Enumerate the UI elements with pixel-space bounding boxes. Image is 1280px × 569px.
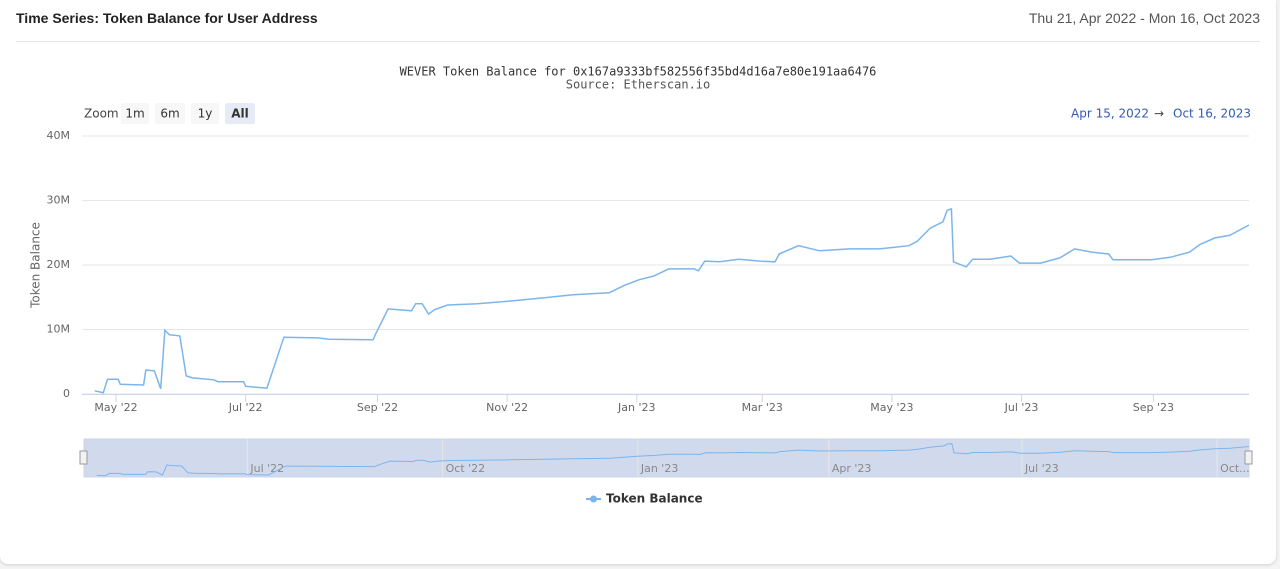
- x-tick-label: Mar '23: [742, 401, 783, 414]
- zoom-button-label[interactable]: 6m: [160, 107, 179, 121]
- y-tick-label: 10M: [47, 323, 71, 336]
- x-tick-label: Jul '23: [1004, 401, 1039, 414]
- zoom-button[interactable]: [191, 103, 219, 124]
- chart-subtitle: Source: Etherscan.io: [566, 78, 711, 92]
- x-tick-label: May '23: [870, 401, 913, 414]
- navigator-handle[interactable]: [79, 450, 88, 465]
- date-range: Thu 21, Apr 2022 - Mon 16, Oct 2023: [1028, 10, 1260, 26]
- legend-marker: [590, 495, 597, 503]
- x-tick-label: Jan '23: [617, 401, 655, 414]
- range-separator: →: [1154, 107, 1164, 121]
- navigator-tick-label: Oct...: [1220, 462, 1250, 475]
- series-line: [94, 207, 1250, 394]
- navigator-line: [96, 443, 1250, 477]
- chart-title: WEVER Token Balance for 0x167a9333bf5825…: [400, 65, 877, 79]
- x-tick-label: Jul '22: [228, 401, 263, 414]
- x-tick-label: May '22: [94, 401, 137, 414]
- navigator-tick-label: Oct '22: [446, 462, 486, 475]
- zoom-button-label[interactable]: 1y: [198, 107, 213, 121]
- x-tick-label: Nov '22: [486, 401, 528, 414]
- zoom-button-label[interactable]: All: [231, 107, 249, 121]
- zoom-button[interactable]: [225, 103, 255, 124]
- y-tick-label: 20M: [47, 258, 71, 271]
- range-from[interactable]: Apr 15, 2022: [1071, 107, 1149, 121]
- navigator-tick-label: Apr '23: [832, 462, 872, 475]
- zoom-button[interactable]: [121, 103, 149, 124]
- range-to[interactable]: Oct 16, 2023: [1173, 107, 1251, 121]
- y-axis-title: Token Balance: [29, 222, 43, 309]
- zoom-label: Zoom: [84, 107, 119, 121]
- y-tick-label: 30M: [47, 194, 71, 207]
- zoom-button-label[interactable]: 1m: [125, 107, 144, 121]
- divider: [16, 41, 1260, 42]
- y-tick-label: 40M: [47, 129, 71, 142]
- legend-label[interactable]: Token Balance: [606, 492, 703, 506]
- x-tick-label: Sep '22: [357, 401, 398, 414]
- navigator-tick-label: Jan '23: [640, 462, 678, 475]
- navigator-tick-label: Jul '22: [249, 462, 284, 475]
- navigator-handle[interactable]: [1244, 450, 1253, 465]
- panel-title: Time Series: Token Balance for User Addr…: [16, 10, 318, 26]
- navigator-tick-label: Jul '23: [1024, 462, 1059, 475]
- zoom-button[interactable]: [155, 103, 185, 124]
- x-tick-label: Sep '23: [1133, 401, 1174, 414]
- y-tick-label: 0: [63, 387, 70, 400]
